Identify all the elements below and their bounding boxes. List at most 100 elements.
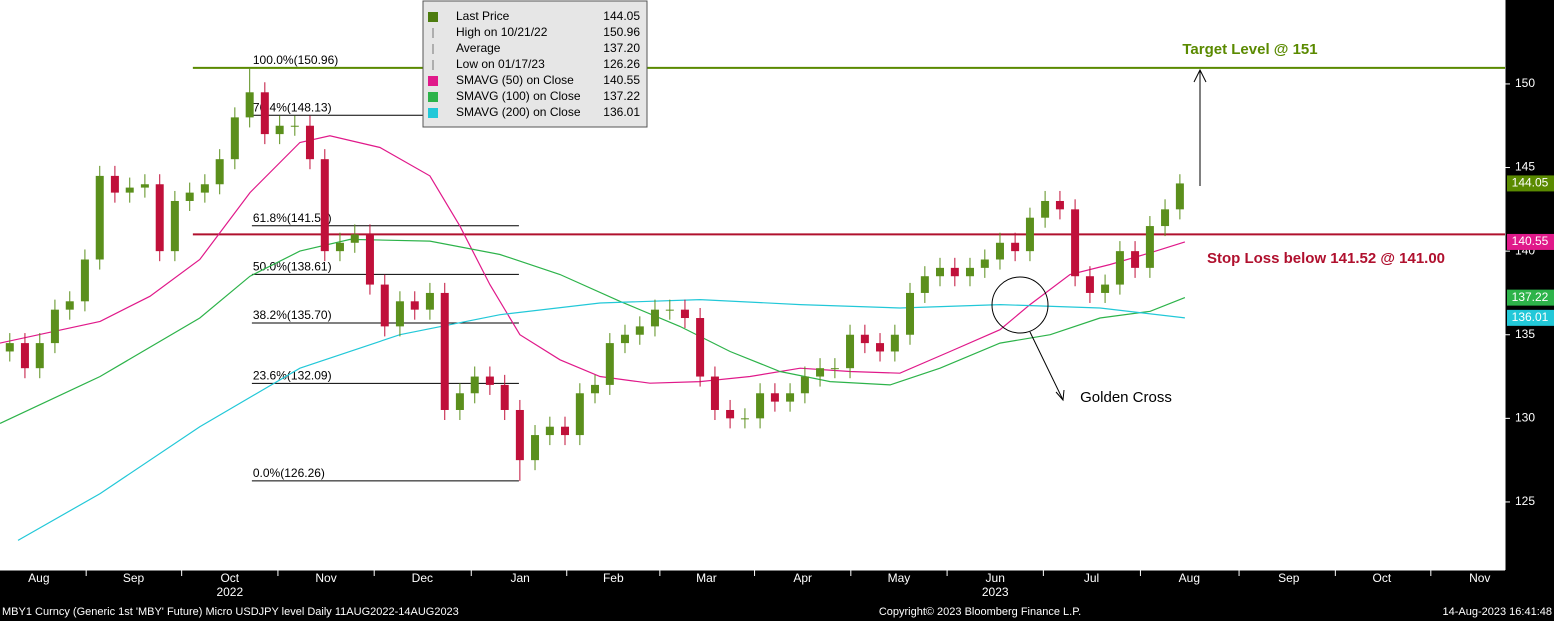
candle-body <box>5 343 14 352</box>
x-tick-label: Feb <box>603 571 624 585</box>
x-tick-label: Sep <box>123 571 145 585</box>
footer-center: Copyright© 2023 Bloomberg Finance L.P. <box>879 606 1081 618</box>
annotation-shapes <box>991 68 1207 402</box>
candle-body <box>786 393 795 402</box>
candle-body <box>1041 200 1050 218</box>
legend-label: Low on 01/17/23 <box>456 57 545 71</box>
x-year-label: 2022 <box>216 585 243 599</box>
candle-body <box>470 376 479 394</box>
annotation: Target Level @ 151 <box>1182 41 1317 58</box>
y-tick-label: 145 <box>1515 160 1535 174</box>
candle-body <box>575 393 584 436</box>
candle-body <box>1131 251 1140 268</box>
candle-body <box>935 267 944 277</box>
annotation: Stop Loss below 141.52 @ 141.00 <box>1207 250 1445 267</box>
candle-body <box>65 301 74 310</box>
candle-body <box>800 376 809 394</box>
candle-body <box>980 259 989 268</box>
candle-body <box>140 184 149 188</box>
candle-body <box>80 259 89 302</box>
last-value-badge <box>1507 233 1554 250</box>
candle-body <box>125 187 134 193</box>
candle-body <box>710 376 719 410</box>
candle-body <box>350 234 359 243</box>
legend-value: 144.05 <box>603 9 640 23</box>
candle-body <box>650 309 659 327</box>
candle-body <box>770 393 779 402</box>
candle-body <box>890 334 899 352</box>
fib-label: 0.0%(126.26) <box>253 466 325 480</box>
candle-body <box>635 326 644 335</box>
candle-body <box>485 376 494 385</box>
x-tick-label: Sep <box>1278 571 1300 585</box>
candle-body <box>1085 276 1094 293</box>
fib-label: 50.0%(138.61) <box>253 260 332 274</box>
candle-body <box>185 192 194 201</box>
annotation: Golden Cross <box>1080 389 1172 406</box>
last-value-badge <box>1507 309 1554 326</box>
candle-body <box>590 384 599 394</box>
candle-body <box>380 284 389 327</box>
legend-box <box>422 0 648 128</box>
candle-body <box>1175 183 1184 210</box>
x-tick-label: Aug <box>1179 571 1200 585</box>
x-year-label: 2023 <box>982 585 1009 599</box>
x-tick-label: Jun <box>986 571 1005 585</box>
candle-body <box>230 117 239 160</box>
candle-body <box>876 343 885 352</box>
candle-body <box>620 334 629 344</box>
candle-body <box>305 125 314 160</box>
candle-body <box>1025 217 1034 252</box>
legend-label: SMAVG (50) on Close <box>456 73 574 87</box>
x-tick-label: Mar <box>696 571 717 585</box>
candle-body <box>605 343 614 385</box>
legend-value: 137.22 <box>603 89 640 103</box>
candle-body <box>680 309 689 319</box>
candle-body <box>696 318 705 377</box>
fib-label: 23.6%(132.09) <box>253 369 332 383</box>
last-value-label: 136.01 <box>1512 310 1549 324</box>
last-value-label: 144.05 <box>1512 176 1549 190</box>
candle-body <box>515 409 524 461</box>
ma-line <box>0 135 1186 384</box>
legend-swatch <box>428 12 438 22</box>
candle-body <box>455 393 464 410</box>
legend-value: 140.55 <box>603 73 640 87</box>
candle-body <box>1011 242 1020 252</box>
y-tick-label: 125 <box>1515 494 1535 508</box>
footer-right: 14-Aug-2023 16:41:48 <box>1443 606 1552 618</box>
candle-body <box>335 242 344 252</box>
y-tick-label: 135 <box>1515 327 1535 341</box>
legend-value: 150.96 <box>603 25 640 39</box>
candle-body <box>846 334 855 369</box>
footer-left: MBY1 Curncy (Generic 1st 'MBY' Future) M… <box>2 606 459 618</box>
x-tick-label: Jan <box>511 571 530 585</box>
candle-body <box>1161 209 1170 227</box>
candle-body <box>365 234 374 285</box>
candle-body <box>561 426 570 436</box>
candle-body <box>95 175 104 260</box>
x-tick-label: May <box>888 571 911 585</box>
last-value-badge <box>1507 289 1554 306</box>
x-tick-label: Oct <box>220 571 239 585</box>
y-tick-label: 150 <box>1515 76 1535 90</box>
x-tick-label: Dec <box>412 571 433 585</box>
arrow-head <box>1055 389 1065 402</box>
candle-body <box>410 301 419 310</box>
candle-body <box>260 92 269 135</box>
legend-value: 136.01 <box>603 105 640 119</box>
last-value-badge <box>1507 175 1554 192</box>
candle-body <box>950 267 959 277</box>
candle-body <box>1101 284 1110 293</box>
x-tick-label: Oct <box>1373 571 1392 585</box>
candle-body <box>860 334 869 344</box>
candle-body <box>50 309 59 344</box>
fib-label: 76.4%(148.13) <box>253 100 332 114</box>
x-tick-label: Nov <box>315 571 336 585</box>
ma-line <box>17 298 1185 541</box>
candle-body <box>665 309 674 311</box>
candle-body <box>245 92 254 118</box>
candle-body <box>395 301 404 327</box>
candle-body <box>1071 209 1080 277</box>
legend-swatch <box>428 108 438 118</box>
